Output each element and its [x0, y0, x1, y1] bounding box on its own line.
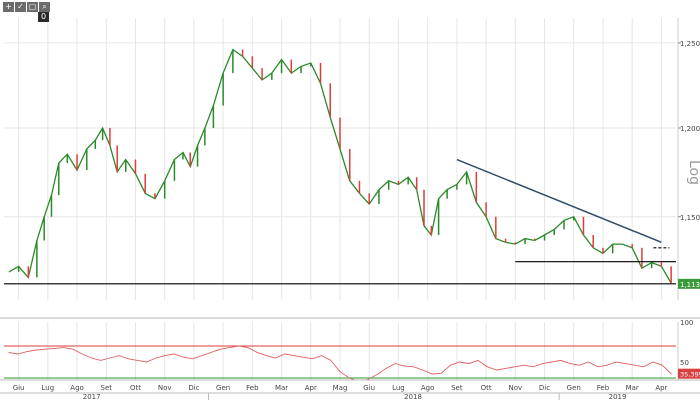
time-axis: Giu Lug Ago Set Ott Nov Dic Gen Feb Mar Apr Mag Giu L…	[0, 379, 700, 401]
month-label: Lug	[392, 384, 405, 392]
month-label: Dic	[539, 384, 550, 392]
trendline-annotation	[456, 158, 662, 243]
month-label: Ott	[481, 384, 492, 392]
month-label: Gen	[567, 384, 581, 392]
chart-toolbar: + ✓ ▢ ⌕	[3, 2, 50, 12]
month-label: Dic	[188, 384, 199, 392]
scale-label[interactable]: Log	[686, 160, 700, 185]
check-icon[interactable]: ✓	[15, 2, 26, 12]
price-tick-label: 1,2500	[680, 40, 700, 48]
rsi-current-label: 35,3997	[680, 371, 700, 379]
month-label: Nov	[508, 384, 522, 392]
rsi-tick-label: 100	[680, 319, 693, 327]
plus-icon[interactable]: +	[3, 2, 14, 12]
rsi-tick-label: 50	[680, 359, 689, 367]
rsi-line	[8, 345, 672, 382]
month-label: Ago	[70, 384, 84, 392]
month-label: Feb	[246, 384, 259, 392]
square-icon[interactable]: ▢	[27, 2, 38, 12]
rsi-current-tag	[678, 368, 700, 379]
month-label: Mar	[626, 384, 639, 392]
year-label: 2019	[609, 393, 627, 400]
month-label: Ago	[421, 384, 435, 392]
month-label: Feb	[597, 384, 610, 392]
selection-counter: 0	[38, 12, 49, 22]
month-label: Mag	[333, 384, 348, 392]
year-label: 2017	[83, 393, 101, 400]
current-price-label: 1,1136	[680, 281, 700, 289]
price-tick-label: 1,1500	[680, 214, 700, 222]
time-axis-bg	[0, 380, 700, 400]
month-label: Mar	[275, 384, 288, 392]
month-label: Gen	[216, 384, 230, 392]
year-label: 2018	[404, 393, 422, 400]
month-label: Set	[451, 384, 463, 392]
month-label: Ott	[130, 384, 141, 392]
month-label: Apr	[305, 384, 317, 392]
month-label: Apr	[655, 384, 667, 392]
current-price-tag	[678, 278, 700, 289]
annotations	[4, 158, 676, 285]
month-label: Set	[101, 384, 113, 392]
price-axis: 1,2500 1,2000 1,1500 1,1136	[677, 18, 700, 300]
month-label: Giu	[363, 384, 375, 392]
month-label: Nov	[158, 384, 172, 392]
price-tick-label: 1,2000	[680, 125, 700, 133]
month-label: Giu	[13, 384, 25, 392]
price-series	[8, 48, 672, 284]
zoom-icon[interactable]: ⌕	[39, 2, 50, 12]
gridlines	[4, 18, 676, 402]
month-label: Lug	[41, 384, 54, 392]
